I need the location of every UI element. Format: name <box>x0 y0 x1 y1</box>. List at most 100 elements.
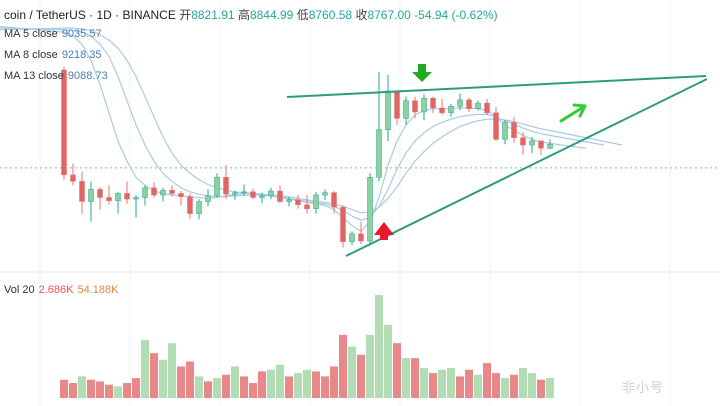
candle-body <box>178 193 184 197</box>
volume-bar <box>357 354 365 398</box>
candle-body <box>259 195 265 198</box>
ma-line <box>63 29 605 221</box>
volume-bar <box>510 374 518 398</box>
volume-bar <box>60 379 68 398</box>
volume-bar <box>501 378 509 398</box>
candle-body <box>358 233 364 242</box>
candle-body <box>547 143 553 149</box>
candle-body <box>124 193 130 200</box>
volume-bar <box>258 371 266 398</box>
volume-bar <box>528 373 536 398</box>
volume-bar <box>321 376 329 398</box>
volume-bar <box>348 346 356 398</box>
volume-bar <box>411 358 419 398</box>
open-label: 开 <box>179 8 192 22</box>
volume-bar <box>114 386 122 398</box>
volume-bar <box>366 334 374 398</box>
ma8-legend[interactable]: MA 8 close 9218.35 <box>4 49 102 61</box>
candle-body <box>88 189 94 202</box>
candle-body <box>97 189 103 198</box>
candle-body <box>403 100 409 119</box>
volume-bar <box>483 363 491 398</box>
ma13-value: 9088.73 <box>67 70 108 82</box>
volume-bar <box>78 376 86 398</box>
low-label: 低 <box>296 8 309 22</box>
candle-body <box>367 177 373 242</box>
volume-bar <box>150 353 158 398</box>
volume-bar <box>420 368 428 398</box>
close-value: 8767.00 <box>367 8 411 22</box>
candle-body <box>61 69 67 176</box>
candle-body <box>448 106 454 114</box>
volume-bar <box>339 334 347 398</box>
candle-body <box>241 191 247 194</box>
volume-bar <box>393 343 401 398</box>
candle-body <box>142 187 148 198</box>
volume-bar <box>474 374 482 398</box>
red-up-arrow-icon <box>374 222 394 240</box>
candle-body <box>205 195 211 202</box>
candle-body <box>385 90 391 130</box>
ma5-value: 9035.57 <box>61 28 102 40</box>
watermark: 非小号 <box>622 381 665 396</box>
candle-body <box>277 190 283 202</box>
green-trend-arrow-icon <box>559 103 587 123</box>
volume-bar <box>105 384 113 398</box>
volume-bar <box>204 381 212 398</box>
volume-bar <box>177 366 185 398</box>
volume-bar <box>159 359 167 398</box>
volume-bar <box>141 339 149 398</box>
low-value: 8760.58 <box>308 8 353 22</box>
volume-bar <box>69 383 77 398</box>
volume-bar <box>267 369 275 398</box>
candle-body <box>430 97 436 109</box>
volume-bar <box>222 374 230 398</box>
candle-body <box>214 177 220 197</box>
volume-bar <box>249 383 257 398</box>
candle-body <box>394 90 400 119</box>
volume-bar <box>492 373 500 398</box>
volume-bars <box>60 294 554 398</box>
volume-label: Vol 20 <box>4 284 35 296</box>
volume-bar <box>456 376 464 398</box>
candle-body <box>70 174 76 182</box>
volume-bar <box>123 383 131 398</box>
candle-body <box>295 199 301 205</box>
candle-body <box>502 122 508 140</box>
volume-bar <box>465 369 473 398</box>
volume-bar <box>519 368 527 398</box>
upper-trendline <box>286 75 707 98</box>
ma13-label: MA 13 close <box>4 70 64 82</box>
close-label: 收 <box>355 8 368 22</box>
candle-body <box>520 137 526 146</box>
candle-body <box>115 193 121 201</box>
volume-bar <box>276 364 284 398</box>
lower-trendline <box>345 78 708 257</box>
candle-body <box>475 102 481 109</box>
candle-body <box>160 189 166 196</box>
symbol-title: coin / TetherUS · 1D · BINANCE <box>4 8 176 22</box>
candle-body <box>304 204 310 210</box>
candle-body <box>412 100 418 113</box>
candle-body <box>223 177 229 195</box>
candle-body <box>538 140 544 149</box>
candle-body <box>232 192 238 195</box>
candle-body <box>286 199 292 202</box>
volume-bar <box>384 324 392 398</box>
volume-bar <box>447 368 455 398</box>
volume-bar <box>303 369 311 398</box>
volume-bar <box>546 378 554 398</box>
ma5-legend[interactable]: MA 5 close 9035.57 <box>4 28 102 40</box>
volume-bar <box>438 369 446 398</box>
ma5-label: MA 5 close <box>4 28 58 40</box>
volume-bar <box>231 366 239 398</box>
volume-bar <box>375 294 383 398</box>
candle-body <box>79 181 85 202</box>
volume-legend[interactable]: Vol 20 2.686K 54.188K <box>4 284 118 296</box>
volume-bar <box>330 366 338 398</box>
candle-body <box>439 107 445 114</box>
volume-bar <box>312 371 320 398</box>
ma13-legend[interactable]: MA 13 close 9088.73 <box>4 70 108 82</box>
volume-bar <box>294 373 302 398</box>
